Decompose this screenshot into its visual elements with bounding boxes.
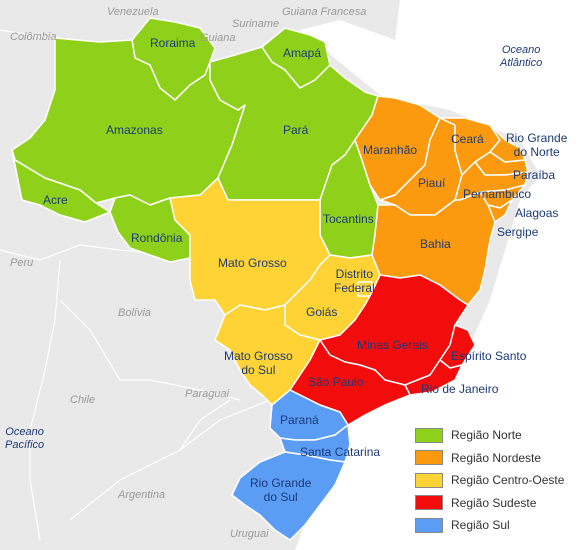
- country-label-argentina: Argentina: [118, 489, 166, 501]
- region-sul: [231, 389, 351, 541]
- legend-item-sul: Região Sul: [415, 514, 564, 537]
- state-label-bahia: Bahia: [420, 237, 451, 251]
- legend-swatch-norte: [415, 427, 443, 443]
- country-label-paraguai: Paraguai: [185, 388, 230, 400]
- state-label-piaui: Piauí: [418, 176, 446, 190]
- country-label-chile: Chile: [70, 394, 96, 406]
- region-norte: [11, 17, 379, 263]
- legend-item-nordeste: Região Nordeste: [415, 447, 564, 470]
- legend-item-sudeste: Região Sudeste: [415, 492, 564, 515]
- state-label-roraima: Roraima: [150, 36, 196, 50]
- state-label-rondonia: Rondônia: [131, 231, 183, 245]
- state-label-ceara: Ceará: [451, 132, 484, 146]
- state-label-goias: Goiás: [306, 305, 338, 319]
- state-label-rio-grande-do-norte: Rio Grande do Norte: [506, 131, 568, 159]
- region-centro-oeste: [169, 177, 381, 406]
- legend-swatch-centro-oeste: [415, 472, 443, 488]
- country-label-suriname: Suriname: [232, 18, 280, 30]
- state-label-distrito-federal: Distrito Federal: [334, 267, 375, 295]
- ocean-label-pacifico: Oceano Pacífico: [5, 426, 45, 451]
- legend: Região Norte Região Nordeste Região Cent…: [415, 424, 564, 537]
- state-label-minas-gerais: Minas Gerais: [357, 338, 428, 352]
- legend-label-nordeste: Região Nordeste: [451, 450, 542, 465]
- state-label-mato-grosso-do-sul: Mato Grosso do Sul: [224, 349, 293, 377]
- legend-swatch-nordeste: [415, 450, 443, 466]
- region-nordeste: [354, 95, 529, 306]
- state-label-parana: Paraná: [280, 413, 319, 427]
- legend-label-norte: Região Norte: [451, 428, 522, 443]
- legend-item-centro-oeste: Região Centro-Oeste: [415, 469, 564, 492]
- state-label-tocantins: Tocantins: [323, 212, 374, 226]
- legend-swatch-sul: [415, 517, 443, 533]
- state-label-pernambuco: Pernambuco: [463, 187, 532, 201]
- country-label-guiana-francesa: Guiana Francesa: [282, 6, 367, 18]
- country-label-guiana: Guiana: [200, 32, 236, 44]
- legend-item-norte: Região Norte: [415, 424, 564, 447]
- country-label-colombia: Colômbia: [10, 31, 57, 43]
- state-label-rio-de-janeiro: Rio de Janeiro: [421, 382, 499, 396]
- state-label-acre: Acre: [43, 193, 68, 207]
- ocean-label-atlantico: Oceano Atlântico: [500, 44, 543, 69]
- legend-label-sul: Região Sul: [451, 518, 510, 533]
- state-label-amazonas: Amazonas: [106, 123, 163, 137]
- state-label-amapa: Amapá: [283, 46, 322, 60]
- legend-label-centro-oeste: Região Centro-Oeste: [451, 473, 565, 488]
- country-label-uruguai: Uruguai: [230, 528, 269, 540]
- state-label-alagoas: Alagoas: [515, 206, 559, 220]
- state-label-rio-grande-do-sul: Rio Grande do Sul: [250, 476, 312, 504]
- legend-label-sudeste: Região Sudeste: [451, 495, 537, 510]
- state-rio-de-janeiro[interactable]: [404, 359, 463, 396]
- state-rio-grande-do-sul[interactable]: [231, 451, 346, 541]
- legend-swatch-sudeste: [415, 495, 443, 511]
- state-label-sao-paulo: São Paulo: [308, 375, 364, 389]
- state-label-paraiba: Paraíba: [513, 168, 556, 182]
- country-label-venezuela: Venezuela: [107, 6, 159, 18]
- state-label-santa-catarina: Santa Catarina: [300, 445, 381, 459]
- state-label-espirito-santo: Espírito Santo: [451, 349, 527, 363]
- state-label-mato-grosso: Mato Grosso: [218, 256, 287, 270]
- state-label-maranhao: Maranhão: [363, 143, 418, 157]
- state-label-para: Pará: [283, 123, 309, 137]
- state-label-sergipe: Sergipe: [497, 225, 539, 239]
- region-sudeste: [289, 274, 476, 426]
- country-label-peru: Peru: [10, 257, 34, 269]
- country-label-bolivia: Bolívia: [118, 307, 152, 319]
